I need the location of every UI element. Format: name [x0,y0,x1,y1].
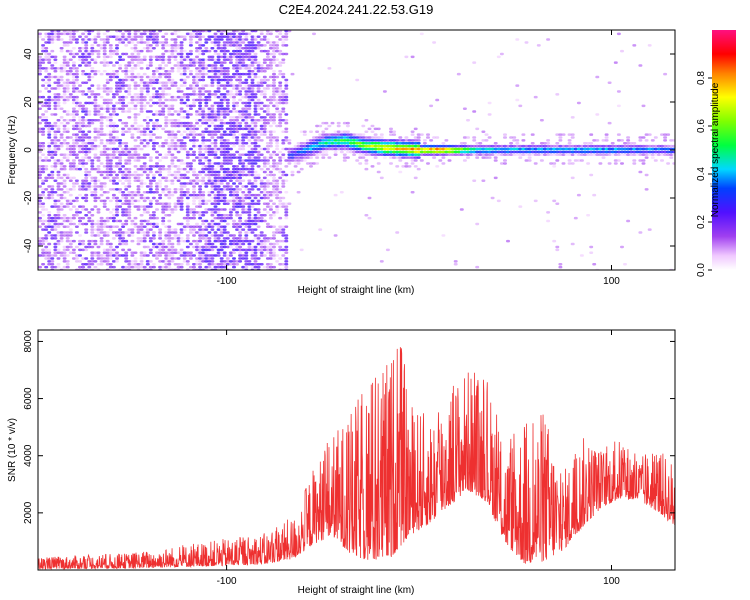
spectrogram-y-tick-label: -20 [23,190,34,205]
snr-x-tick-label: 100 [603,576,620,587]
snr-y-tick-label: 8000 [23,330,34,353]
colorbar-tick-label: 0.8 [696,71,707,85]
spectrogram-ticks: -100 100 -40 -20 0 20 40 [23,30,675,287]
colorbar: 0.0 0.2 0.4 0.6 0.8 Normalized spectral ampl… [696,30,736,277]
snr-panel: -100 100 2000 4000 6000 8000 Height of straig… [7,329,676,596]
snr-y-tick-label: 4000 [23,444,34,467]
spectrogram-y-tick-label: -40 [23,238,34,253]
snr-y-tick-label: 6000 [23,387,34,410]
spectrogram-y-axis-label: Frequency (Hz) [7,116,18,185]
snr-y-tick-label: 2000 [23,501,34,524]
spectrogram-panel: -100 100 -40 -20 0 20 40 Height of straight li… [7,29,676,296]
spectrogram-x-tick-label: -100 [217,276,237,287]
colorbar-label: Normalized spectral amplitude [710,82,721,217]
snr-frame [37,329,676,571]
snr-y-axis-label: SNR (10 * v/v) [7,418,18,482]
snr-ticks: -100 100 2000 4000 6000 8000 [23,330,675,587]
spectrogram-x-axis-label: Height of straight line (km) [298,285,415,296]
colorbar-gradient [712,30,736,270]
colorbar-tick-label: 0.6 [696,119,707,133]
colorbar-tick-label: 0.4 [696,167,707,181]
snr-series-line [38,347,675,570]
snr-x-tick-label: -100 [217,576,237,587]
spectrogram-y-tick-label: 20 [23,96,34,108]
chart-title: C2E4.2024.241.22.53.G19 [279,2,434,17]
spectrogram-cells [38,30,675,270]
spectrogram-y-tick-label: 40 [23,48,34,60]
spectrogram-y-tick-label: 0 [23,147,34,153]
colorbar-ticks: 0.0 0.2 0.4 0.6 0.8 [696,71,712,277]
spectrogram-x-tick-label: 100 [603,276,620,287]
snr-x-axis-label: Height of straight line (km) [298,585,415,596]
colorbar-tick-label: 0.2 [696,215,707,229]
colorbar-tick-label: 0.0 [696,263,707,277]
